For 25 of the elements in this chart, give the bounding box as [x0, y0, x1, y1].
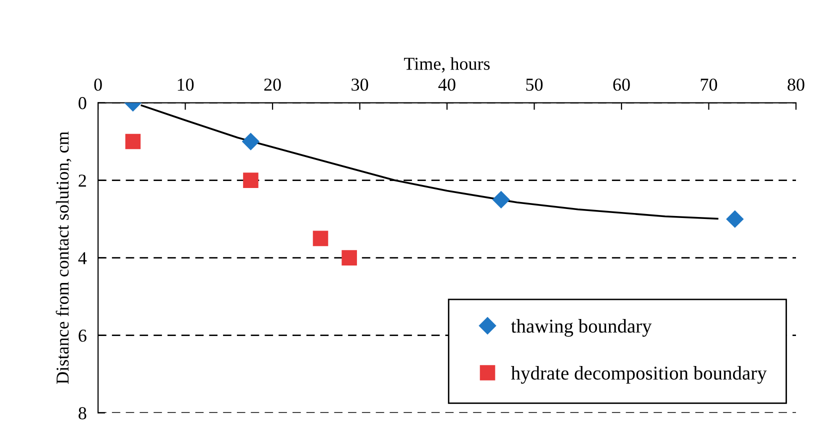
x-tick-label: 50: [526, 78, 543, 91]
x-tick-label: 0: [94, 78, 102, 91]
point: [125, 134, 141, 150]
x-tick-label: 40: [438, 78, 456, 91]
point: [243, 172, 258, 188]
point: [492, 191, 510, 208]
legend-label: hydrate decomposition boundary: [511, 366, 767, 384]
y-tick-label: 4: [78, 252, 87, 264]
x-tick-label: 80: [788, 78, 804, 91]
x-tick-label: 20: [264, 78, 281, 91]
point: [342, 250, 357, 266]
y-axis-title: Distance from contact solution, cm: [56, 132, 72, 384]
y-tick-label: 0: [78, 97, 86, 110]
x-tick-label: 60: [613, 78, 630, 91]
x-tick-label: 70: [700, 78, 718, 91]
legend-label: thawing boundary: [511, 319, 652, 337]
point: [242, 132, 260, 150]
y-tick-label: 6: [78, 330, 86, 342]
x-tick-label: 30: [352, 78, 368, 91]
x-tick-label: 10: [178, 78, 194, 91]
x-axis-title: Time, hours: [404, 57, 490, 73]
point: [312, 230, 328, 246]
y-tick-label: 8: [78, 407, 86, 420]
y-tick-label: 2: [78, 174, 86, 187]
point: [726, 210, 744, 228]
